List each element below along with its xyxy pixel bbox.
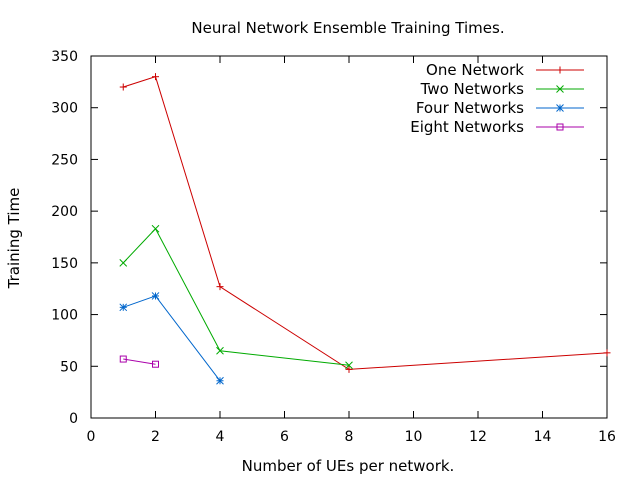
y-tick-label: 150 [51, 256, 78, 272]
series-one-network [119, 73, 611, 373]
data-point-one-network [216, 283, 224, 291]
x-axis-label: Number of UEs per network. [242, 457, 455, 475]
data-point-two-networks [151, 224, 160, 233]
x-tick-label: 10 [405, 429, 423, 445]
x-tick-label: 4 [216, 429, 225, 445]
y-tick-label: 100 [51, 308, 78, 324]
legend-marker-one-network [556, 66, 564, 74]
x-tick-label: 0 [87, 429, 96, 445]
y-tick-label: 350 [51, 49, 78, 65]
plot-axes: 0 2 4 6 8 10 12 14 16 0 50 100 150 200 250 300 350 [51, 49, 616, 445]
y-tick-label: 200 [51, 204, 78, 220]
series-line-two-networks [122, 227, 350, 366]
chart-title: Neural Network Ensemble Training Times. [191, 19, 504, 37]
legend-label-eight-networks: Eight Networks [410, 118, 524, 136]
series-layer [119, 73, 611, 385]
data-point-one-network [152, 73, 159, 81]
data-point-four-networks [216, 376, 224, 385]
y-tick-label: 50 [60, 359, 78, 375]
series-four-networks [119, 292, 224, 385]
x-tick-label: 14 [534, 429, 552, 445]
data-point-eight-networks [152, 360, 159, 368]
legend-marker-eight-networks [556, 123, 564, 131]
legend-marker-two-networks [556, 85, 564, 93]
y-axis-label: Training Time [5, 188, 23, 290]
data-point-two-networks [345, 361, 353, 370]
data-point-one-network [345, 365, 353, 373]
data-point-one-network [119, 83, 127, 91]
x-tick-label: 16 [598, 429, 616, 445]
y-tick-label: 0 [69, 411, 78, 427]
y-tick-label: 250 [51, 152, 78, 168]
series-eight-networks [119, 355, 159, 368]
legend-label-two-networks: Two Networks [420, 80, 525, 98]
x-tick-label: 12 [469, 429, 487, 445]
y-tick-label: 300 [51, 101, 78, 117]
plot-frame [90, 55, 608, 419]
series-line-one-network [123, 76, 608, 370]
series-line-four-networks [123, 295, 221, 382]
series-line-eight-networks [123, 358, 156, 365]
legend-marker-four-networks [556, 104, 564, 112]
x-tick-label: 2 [151, 429, 160, 445]
x-tick-label: 8 [345, 429, 354, 445]
data-point-one-network [603, 349, 611, 357]
legend-label-four-networks: Four Networks [416, 99, 524, 117]
data-point-two-networks [119, 259, 128, 267]
data-point-two-networks [216, 346, 224, 355]
data-point-eight-networks [119, 355, 127, 363]
series-two-networks [119, 224, 353, 370]
data-point-four-networks [151, 292, 160, 300]
data-point-four-networks [119, 303, 128, 312]
legend-label-one-network: One Network [426, 61, 524, 79]
x-tick-label: 6 [280, 429, 289, 445]
